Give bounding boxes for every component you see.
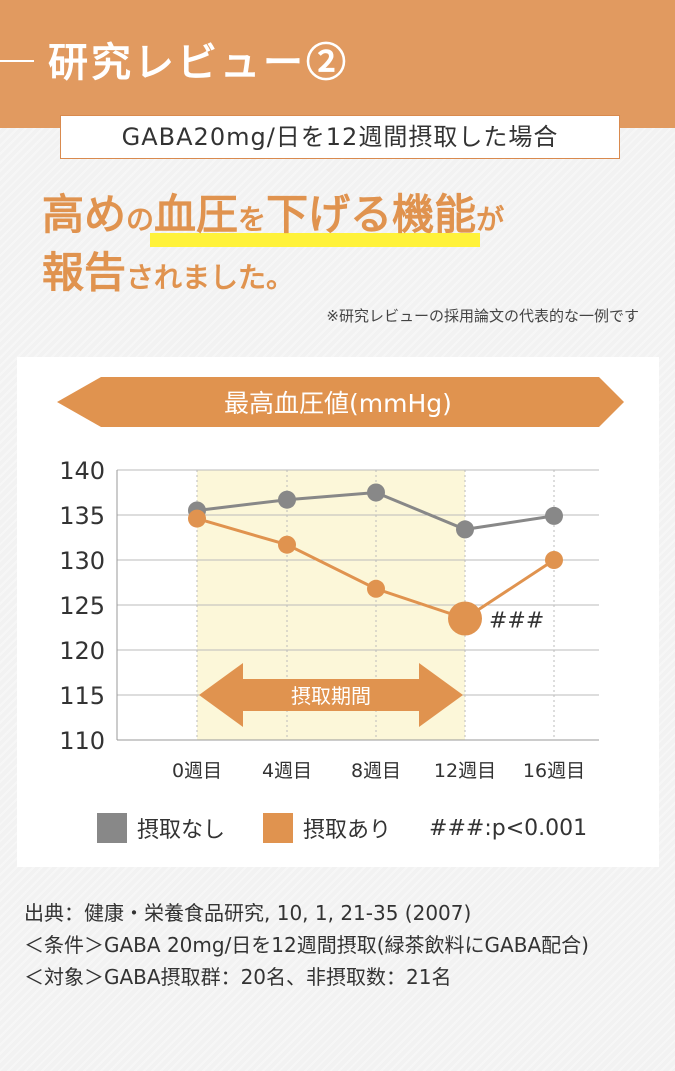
x-tick-label: 16週目 — [523, 760, 585, 782]
data-point — [456, 520, 474, 539]
legend-swatch-no-intake — [97, 813, 127, 843]
legend-swatch-intake — [263, 813, 294, 843]
footnote: ※研究レビューの採用論文の代表的な一例です — [326, 307, 639, 325]
data-point — [367, 483, 385, 502]
y-tick-label: 135 — [59, 502, 105, 530]
headline-text: されました。 — [126, 261, 295, 294]
y-tick-label: 115 — [59, 682, 105, 710]
data-point — [545, 551, 563, 569]
headline-line-1: 高めの血圧を下げる機能が — [42, 186, 642, 247]
y-tick-label: 125 — [59, 592, 105, 620]
x-tick-label: 4週目 — [262, 760, 312, 782]
significant-data-point — [448, 601, 482, 636]
source-citation: 出典：健康・栄養食品研究, 10, 1, 21-35 (2007) — [24, 901, 472, 925]
y-tick-label: 140 — [59, 457, 105, 485]
data-point — [278, 535, 296, 554]
headline-text: 下げる機能 — [266, 190, 477, 239]
source-condition: ＜条件＞GABA 20mg/日を12週間摂取(緑茶飲料にGABA配合) — [24, 933, 589, 957]
x-tick-label: 8週目 — [351, 760, 401, 782]
data-point — [278, 490, 296, 509]
headline-text: が — [476, 203, 505, 236]
highlight-marker: 血圧を下げる機能 — [150, 186, 481, 253]
y-tick-label: 110 — [59, 727, 105, 755]
header-divider — [0, 60, 34, 62]
chart-title: 最高血圧値(mmHg) — [224, 389, 452, 418]
legend-label: 摂取なし — [137, 818, 226, 843]
y-tick-label: 120 — [59, 637, 105, 665]
headline: 高めの血圧を下げる機能が 報告されました。 — [42, 186, 642, 302]
chart-legend: 摂取なし 摂取あり ###:p<0.001 — [97, 812, 625, 844]
data-point — [545, 506, 563, 525]
condition-label: GABA20mg/日を12週間摂取した場合 — [60, 115, 620, 159]
legend-note: ###:p<0.001 — [429, 816, 587, 841]
header-band: 研究レビュー② — [0, 0, 675, 128]
intake-period-label: 摂取期間 — [291, 684, 371, 708]
headline-text: 報告 — [42, 248, 127, 297]
data-point — [367, 579, 385, 598]
y-tick-label: 130 — [59, 547, 105, 575]
legend-note-text: ###:p<0.001 — [429, 815, 588, 841]
chart-title-banner — [57, 377, 624, 427]
chart-panel: 最高血圧値(mmHg) 140 135 130 125 120 115 110 0週目 4週目 8週… — [17, 357, 659, 867]
page-title: 研究レビュー② — [48, 39, 349, 86]
source-block: 出典：健康・栄養食品研究, 10, 1, 21-35 (2007) ＜条件＞GA… — [24, 897, 654, 993]
significance-marker: ### — [489, 609, 544, 634]
data-point — [188, 509, 206, 528]
legend-item-intake: 摂取あり — [263, 812, 391, 844]
headline-line-2: 報告されました。 — [42, 244, 642, 302]
source-subjects: ＜対象＞GABA摂取群：20名、非摂取数：21名 — [24, 965, 452, 989]
headline-text: を — [238, 203, 267, 236]
line-chart: 最高血圧値(mmHg) 140 135 130 125 120 115 110 0週目 4週目 8週… — [57, 377, 624, 782]
x-tick-label: 0週目 — [172, 760, 222, 782]
headline-text: 高め — [42, 190, 127, 239]
legend-item-no-intake: 摂取なし — [97, 812, 225, 844]
intake-period-arrow — [199, 663, 463, 727]
headline-text: の — [126, 203, 155, 236]
x-tick-label: 12週目 — [434, 760, 496, 782]
legend-label: 摂取あり — [303, 818, 392, 843]
headline-text: 血圧 — [154, 190, 239, 239]
